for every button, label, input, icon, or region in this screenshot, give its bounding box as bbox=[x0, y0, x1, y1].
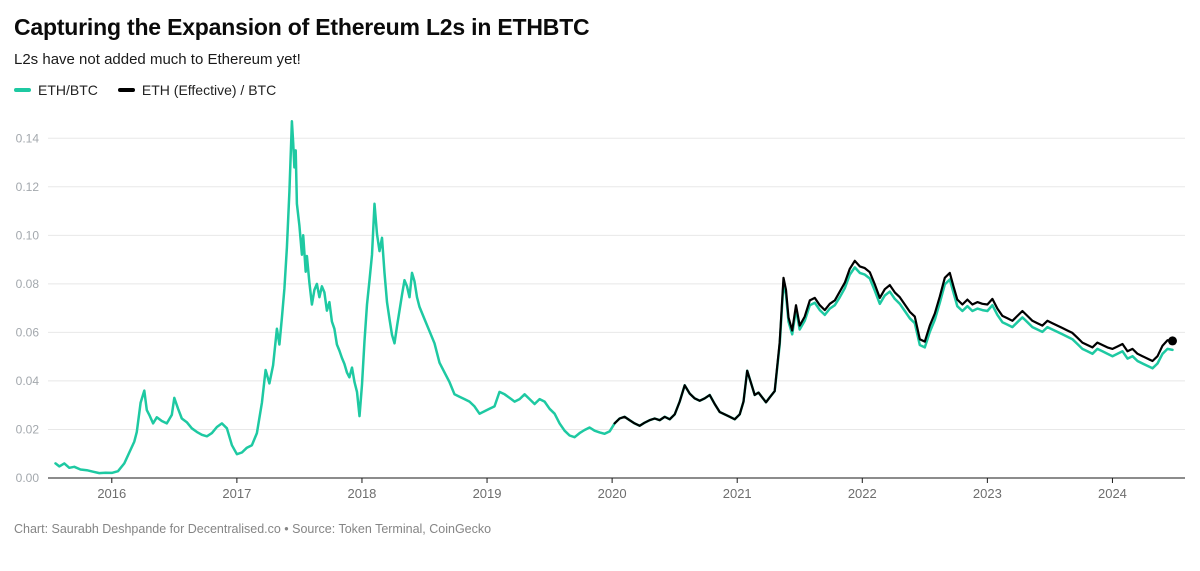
chart-svg: 0.00 0.02 0.04 0.06 0.08 0.10 0.12 0.14 2016 2017… bbox=[16, 120, 1185, 501]
y-tick-label: 0.02 bbox=[16, 422, 40, 436]
legend-item-eth-btc: ETH/BTC bbox=[14, 82, 98, 98]
series-end-dot bbox=[1168, 336, 1177, 346]
page-title: Capturing the Expansion of Ethereum L2s … bbox=[14, 14, 590, 40]
y-tick-label: 0.06 bbox=[16, 325, 40, 339]
eth-btc-line bbox=[54, 120, 1174, 475]
x-tick-label: 2024 bbox=[1098, 486, 1127, 501]
y-tick-label: 0.04 bbox=[16, 374, 40, 388]
chart-area: 0.00 0.02 0.04 0.06 0.08 0.10 0.12 0.14 2016 2017… bbox=[0, 102, 1200, 514]
y-tick-label: 0.00 bbox=[16, 471, 40, 485]
eth-effective-btc-line bbox=[613, 259, 1174, 427]
legend-swatch bbox=[117, 88, 135, 92]
x-tick-label: 2022 bbox=[848, 486, 877, 501]
x-tick-label: 2023 bbox=[973, 486, 1002, 501]
y-tick-label: 0.10 bbox=[16, 228, 40, 242]
x-tick-label: 2020 bbox=[598, 486, 627, 501]
legend-item-eth-effective-btc: ETH (Effective) / BTC bbox=[117, 82, 277, 98]
chart-legend: ETH/BTC ETH (Effective) / BTC bbox=[14, 82, 1186, 98]
x-tick-label: 2018 bbox=[347, 486, 376, 501]
y-tick-label: 0.08 bbox=[16, 277, 40, 291]
legend-label-eth-btc: ETH/BTC bbox=[38, 82, 98, 98]
legend-label-eth-effective-btc: ETH (Effective) / BTC bbox=[141, 82, 277, 98]
x-tick-label: 2017 bbox=[222, 486, 251, 501]
x-tick-label: 2021 bbox=[723, 486, 752, 501]
chart-subtitle: L2s have not added much to Ethereum yet! bbox=[14, 51, 301, 68]
x-tick-label: 2016 bbox=[97, 486, 126, 501]
x-tick-label: 2019 bbox=[473, 486, 502, 501]
y-tick-label: 0.12 bbox=[16, 180, 40, 194]
chart-footer-caption: Chart: Saurabh Deshpande for Decentralis… bbox=[14, 522, 492, 536]
chart-header: Capturing the Expansion of Ethereum L2s … bbox=[0, 0, 1200, 98]
y-tick-label: 0.14 bbox=[16, 131, 40, 145]
legend-swatch bbox=[14, 88, 31, 92]
